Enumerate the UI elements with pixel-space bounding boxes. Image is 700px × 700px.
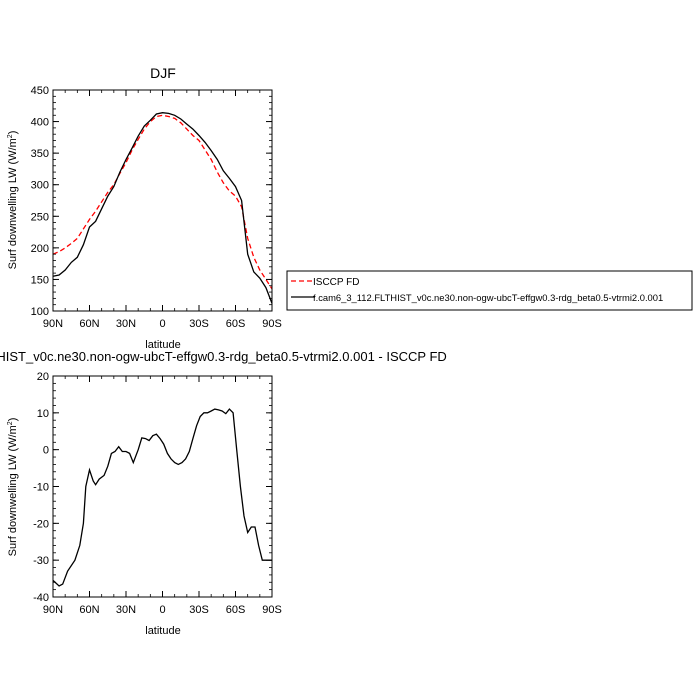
- bottom-panel-ytick-label: 0: [43, 445, 49, 457]
- bottom-panel-xtick-label: 90S: [262, 604, 282, 616]
- bottom-panel-xtick-label: 30N: [116, 604, 136, 616]
- top-panel-ylabel-main: Surf downwelling LW (W/m: [7, 138, 19, 269]
- bottom-panel-xtick-label: 60S: [226, 604, 246, 616]
- bottom-panel-ticks: 90N 60N 30N 0 30S 60S 90S -40 -30 -20 -10 0 10 20: [33, 371, 282, 616]
- top-panel-xtick-label: 60S: [226, 318, 246, 330]
- top-panel-ylabel-tail: ): [7, 131, 19, 135]
- top-panel-ytick-label: 150: [31, 274, 49, 286]
- bottom-panel-ylabel-tail: ): [7, 418, 19, 422]
- top-panel: DJF 90N 60N 30N 0 30S 60S 90S 100 150 200 250 300 35…: [7, 65, 693, 351]
- top-panel-xtick-label: 30N: [116, 318, 136, 330]
- bottom-panel-title: f.cam6_3_112.FLTHIST_v0c.ne30.non-ogw-ub…: [0, 349, 447, 364]
- bottom-panel: f.cam6_3_112.FLTHIST_v0c.ne30.non-ogw-ub…: [0, 349, 447, 637]
- bottom-panel-ylabel-main: Surf downwelling LW (W/m: [7, 425, 19, 556]
- bottom-panel-series-line-0: [52, 408, 272, 587]
- top-panel-ytick-label: 250: [31, 211, 49, 223]
- top-panel-ytick-label: 350: [31, 148, 49, 160]
- top-panel-ytick-label: 400: [31, 117, 49, 129]
- top-panel-marks: [52, 112, 273, 304]
- bottom-panel-ytick-label: -40: [33, 592, 49, 604]
- legend-label-isccp: ISCCP FD: [313, 277, 360, 288]
- top-panel-series-line-1: [52, 112, 273, 304]
- top-panel-ylabel: Surf downwelling LW (W/m2): [7, 131, 19, 270]
- bottom-panel-ytick-label: 10: [37, 408, 49, 420]
- bottom-panel-xtick-label: 30S: [189, 604, 209, 616]
- bottom-panel-ylabel-superscript: 2: [7, 421, 14, 425]
- bottom-panel-xtick-label: 0: [159, 604, 165, 616]
- bottom-panel-xtick-label: 60N: [79, 604, 99, 616]
- legend: ISCCP FD f.cam6_3_112.FLTHIST_v0c.ne30.n…: [286, 270, 693, 311]
- bottom-panel-ytick-label: -10: [33, 482, 49, 494]
- bottom-panel-ytick-label: 20: [37, 371, 49, 383]
- bottom-panel-ytick-label: -20: [33, 518, 49, 530]
- bottom-panel-ytick-label: -30: [33, 555, 49, 567]
- top-panel-ticks: 90N 60N 30N 0 30S 60S 90S 100 150 200 250 300 350 400…: [31, 85, 282, 330]
- top-panel-xtick-label: 0: [159, 318, 165, 330]
- top-panel-xtick-label: 90N: [43, 318, 63, 330]
- top-panel-ytick-label: 200: [31, 243, 49, 255]
- top-panel-xlabel: latitude: [145, 339, 180, 351]
- legend-box: [286, 270, 693, 311]
- bottom-panel-xtick-label: 90N: [43, 604, 63, 616]
- top-panel-ytick-label: 450: [31, 85, 49, 97]
- bottom-panel-ylabel: Surf downwelling LW (W/m2): [7, 418, 19, 557]
- top-panel-series-line-0: [52, 114, 273, 290]
- top-panel-ytick-label: 300: [31, 180, 49, 192]
- top-panel-ytick-label: 100: [31, 306, 49, 318]
- top-panel-xtick-label: 60N: [79, 318, 99, 330]
- top-panel-xtick-label: 30S: [189, 318, 209, 330]
- legend-label-model: f.cam6_3_112.FLTHIST_v0c.ne30.non-ogw-ub…: [313, 292, 663, 303]
- bottom-panel-xlabel: latitude: [145, 625, 180, 637]
- top-panel-xtick-label: 90S: [262, 318, 282, 330]
- top-panel-ylabel-superscript: 2: [7, 134, 14, 138]
- bottom-panel-marks: [52, 408, 272, 587]
- top-panel-title: DJF: [150, 65, 176, 81]
- top-panel-plot-frame: [52, 89, 273, 312]
